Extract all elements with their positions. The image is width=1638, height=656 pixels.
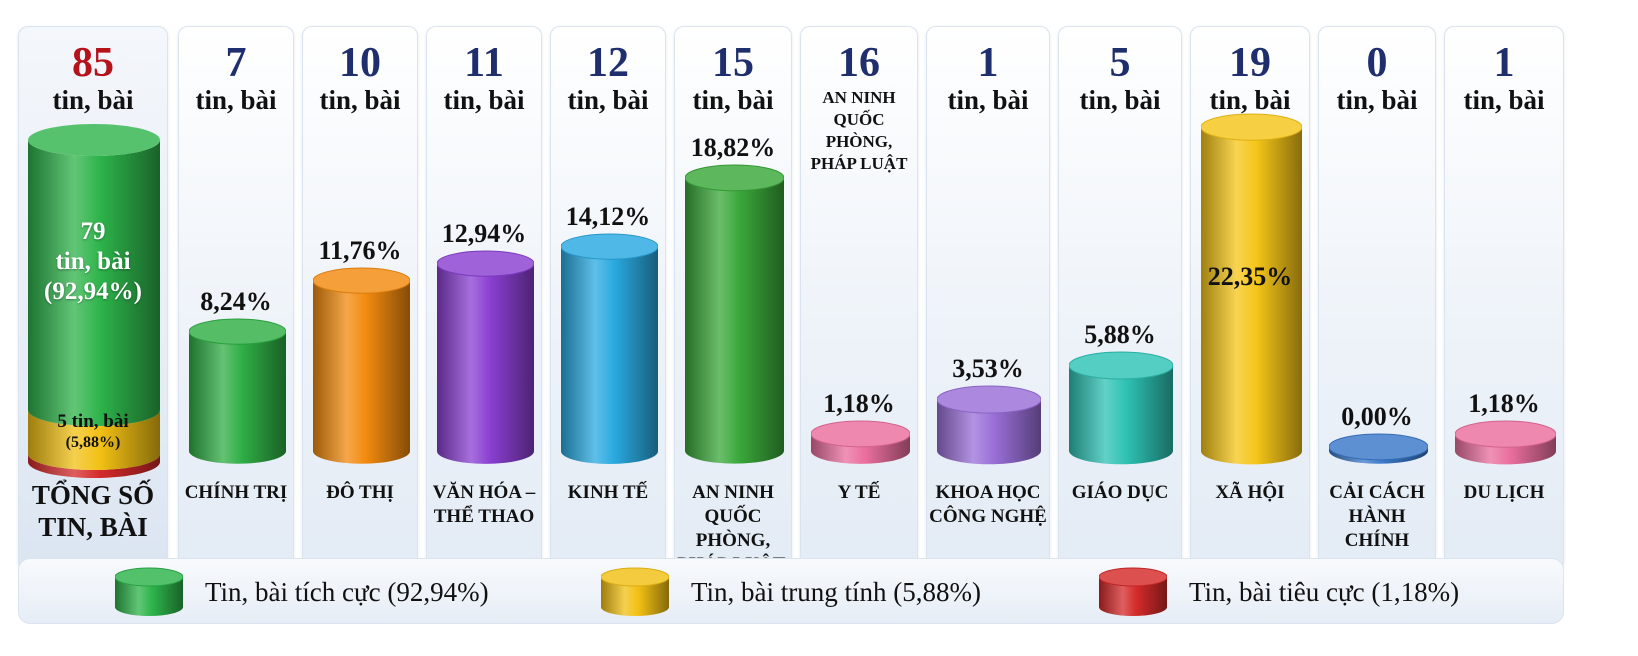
category-unit: tin, bài: [195, 85, 277, 115]
bar-value-label: 11,76%: [318, 235, 402, 265]
category-unit: tin, bài: [1463, 85, 1545, 115]
category-unit: tin, bài: [1336, 85, 1418, 115]
total-count: 85: [72, 40, 114, 86]
legend-swatch-positive: [114, 567, 184, 622]
bar-cylinder: [1201, 113, 1302, 465]
legend-cylinder-icon: [114, 567, 184, 616]
category-unit: tin, bài: [567, 85, 649, 115]
category-count: 0: [1366, 40, 1388, 86]
category-column: 12 tin, bài 14,12% KINH TẾ: [550, 26, 666, 572]
category-count: 16: [838, 40, 880, 86]
total-cylinder-top: [28, 124, 160, 156]
total-negative-segment: [28, 454, 160, 478]
bar-cylinder: [1069, 351, 1173, 465]
bar-cylinder: [561, 233, 658, 464]
legend-cylinder-icon: [1098, 567, 1168, 616]
bar-value-label: 0,00%: [1341, 402, 1413, 432]
total-unit: tin, bài: [52, 85, 134, 115]
category-label: Y TẾ: [837, 482, 881, 503]
category-unit: tin, bài: [443, 85, 525, 115]
category-unit: tin, bài: [1209, 85, 1291, 115]
legend-cylinder-icon: [600, 567, 670, 616]
bar-value-label: 8,24%: [200, 286, 272, 316]
bar-value-label: 12,94%: [441, 218, 527, 248]
category-count: 5: [1109, 40, 1131, 86]
category-column: 10 tin, bài 11,76% ĐÔ THỊ: [302, 26, 418, 572]
bar-value-label: 5,88%: [1084, 320, 1156, 350]
total-column: 85 tin, bài 79 tin, bài (92,94%) 5 tin, bài…: [18, 26, 168, 572]
category-count: 1: [977, 40, 999, 86]
bar-value-label: 1,18%: [1468, 388, 1540, 418]
category-subnote: AN NINH QUỐC PHÒNG, PHÁP LUẬT: [810, 88, 908, 173]
category-label: KINH TẾ: [567, 482, 649, 503]
legend: Tin, bài tích cực (92,94%) Tin, bài trun…: [18, 558, 1564, 624]
category-unit: tin, bài: [692, 85, 774, 115]
total-label: TỔNG SỐ TIN, BÀI: [31, 480, 155, 542]
total-neutral-label: 5 tin, bài: [57, 411, 129, 432]
bar-value-label: 22,35%: [1207, 261, 1293, 291]
legend-label-negative: Tin, bài tiêu cực (1,18%): [1189, 577, 1460, 607]
category-column: 5 tin, bài 5,88% GIÁO DỤC: [1058, 26, 1182, 572]
legend-label-positive: Tin, bài tích cực (92,94%): [205, 577, 489, 607]
category-count: 12: [587, 40, 629, 86]
category-label: CẢI CÁCH HÀNH CHÍNH: [1329, 482, 1425, 551]
category-count: 19: [1229, 40, 1271, 86]
total-stacked-cylinder: [28, 124, 160, 478]
category-label: VĂN HÓA – THỂ THAO: [432, 482, 536, 527]
category-column: 16 AN NINH QUỐC PHÒNG, PHÁP LUẬT 1,18% Y TẾ: [800, 26, 918, 572]
bar-value-label: 18,82%: [690, 133, 776, 163]
bar-cylinder: [811, 420, 910, 464]
bar-value-label: 3,53%: [952, 354, 1024, 384]
bar-cylinder: [313, 267, 410, 464]
total-neutral-segment: [28, 410, 160, 470]
category-column: 7 tin, bài 8,24% CHÍNH TRỊ: [178, 26, 294, 572]
total-positive-label: 79 tin, bài (92,94%): [44, 218, 142, 305]
category-count: 1: [1493, 40, 1515, 86]
bar-cylinder: [1455, 420, 1556, 465]
category-label: XÃ HỘI: [1215, 482, 1285, 503]
category-column: 11 tin, bài 12,94% VĂN HÓA – THỂ THAO: [426, 26, 542, 572]
bar-value-label: 14,12%: [565, 201, 651, 231]
total-neutral-pct: (5,88%): [65, 434, 121, 451]
category-count: 10: [339, 40, 381, 86]
legend-label-neutral: Tin, bài trung tính (5,88%): [691, 577, 981, 607]
category-column: 0 tin, bài 0,00% CẢI CÁCH HÀNH CHÍNH: [1318, 26, 1436, 572]
bar-cylinder: [937, 385, 1041, 465]
category-label: DU LỊCH: [1463, 482, 1545, 503]
legend-swatch-negative: [1098, 567, 1168, 622]
total-positive-segment: [28, 140, 160, 426]
category-unit: tin, bài: [1079, 85, 1161, 115]
category-label: CHÍNH TRỊ: [184, 482, 288, 503]
bar-cylinder: [437, 250, 534, 464]
category-label: GIÁO DỤC: [1071, 482, 1169, 503]
category-unit: tin, bài: [319, 85, 401, 115]
bar-value-label: 1,18%: [823, 389, 895, 419]
category-count: 15: [712, 40, 754, 86]
bar-cylinder: [189, 318, 286, 464]
category-label: ĐÔ THỊ: [326, 482, 394, 503]
category-count: 7: [225, 40, 247, 86]
bar-cylinder: [685, 164, 784, 464]
category-column: 1 tin, bài 1,18% DU LỊCH: [1444, 26, 1564, 572]
category-unit: tin, bài: [947, 85, 1029, 115]
category-column: 19 tin, bài 22,35% XÃ HỘI: [1190, 26, 1310, 572]
category-column: 1 tin, bài 3,53% KHOA HỌC CÔNG NGHỆ: [926, 26, 1050, 572]
legend-swatch-neutral: [600, 567, 670, 622]
category-label: KHOA HỌC CÔNG NGHỆ: [929, 482, 1047, 527]
bar-cylinder: [1329, 433, 1428, 464]
category-count: 11: [464, 40, 504, 86]
